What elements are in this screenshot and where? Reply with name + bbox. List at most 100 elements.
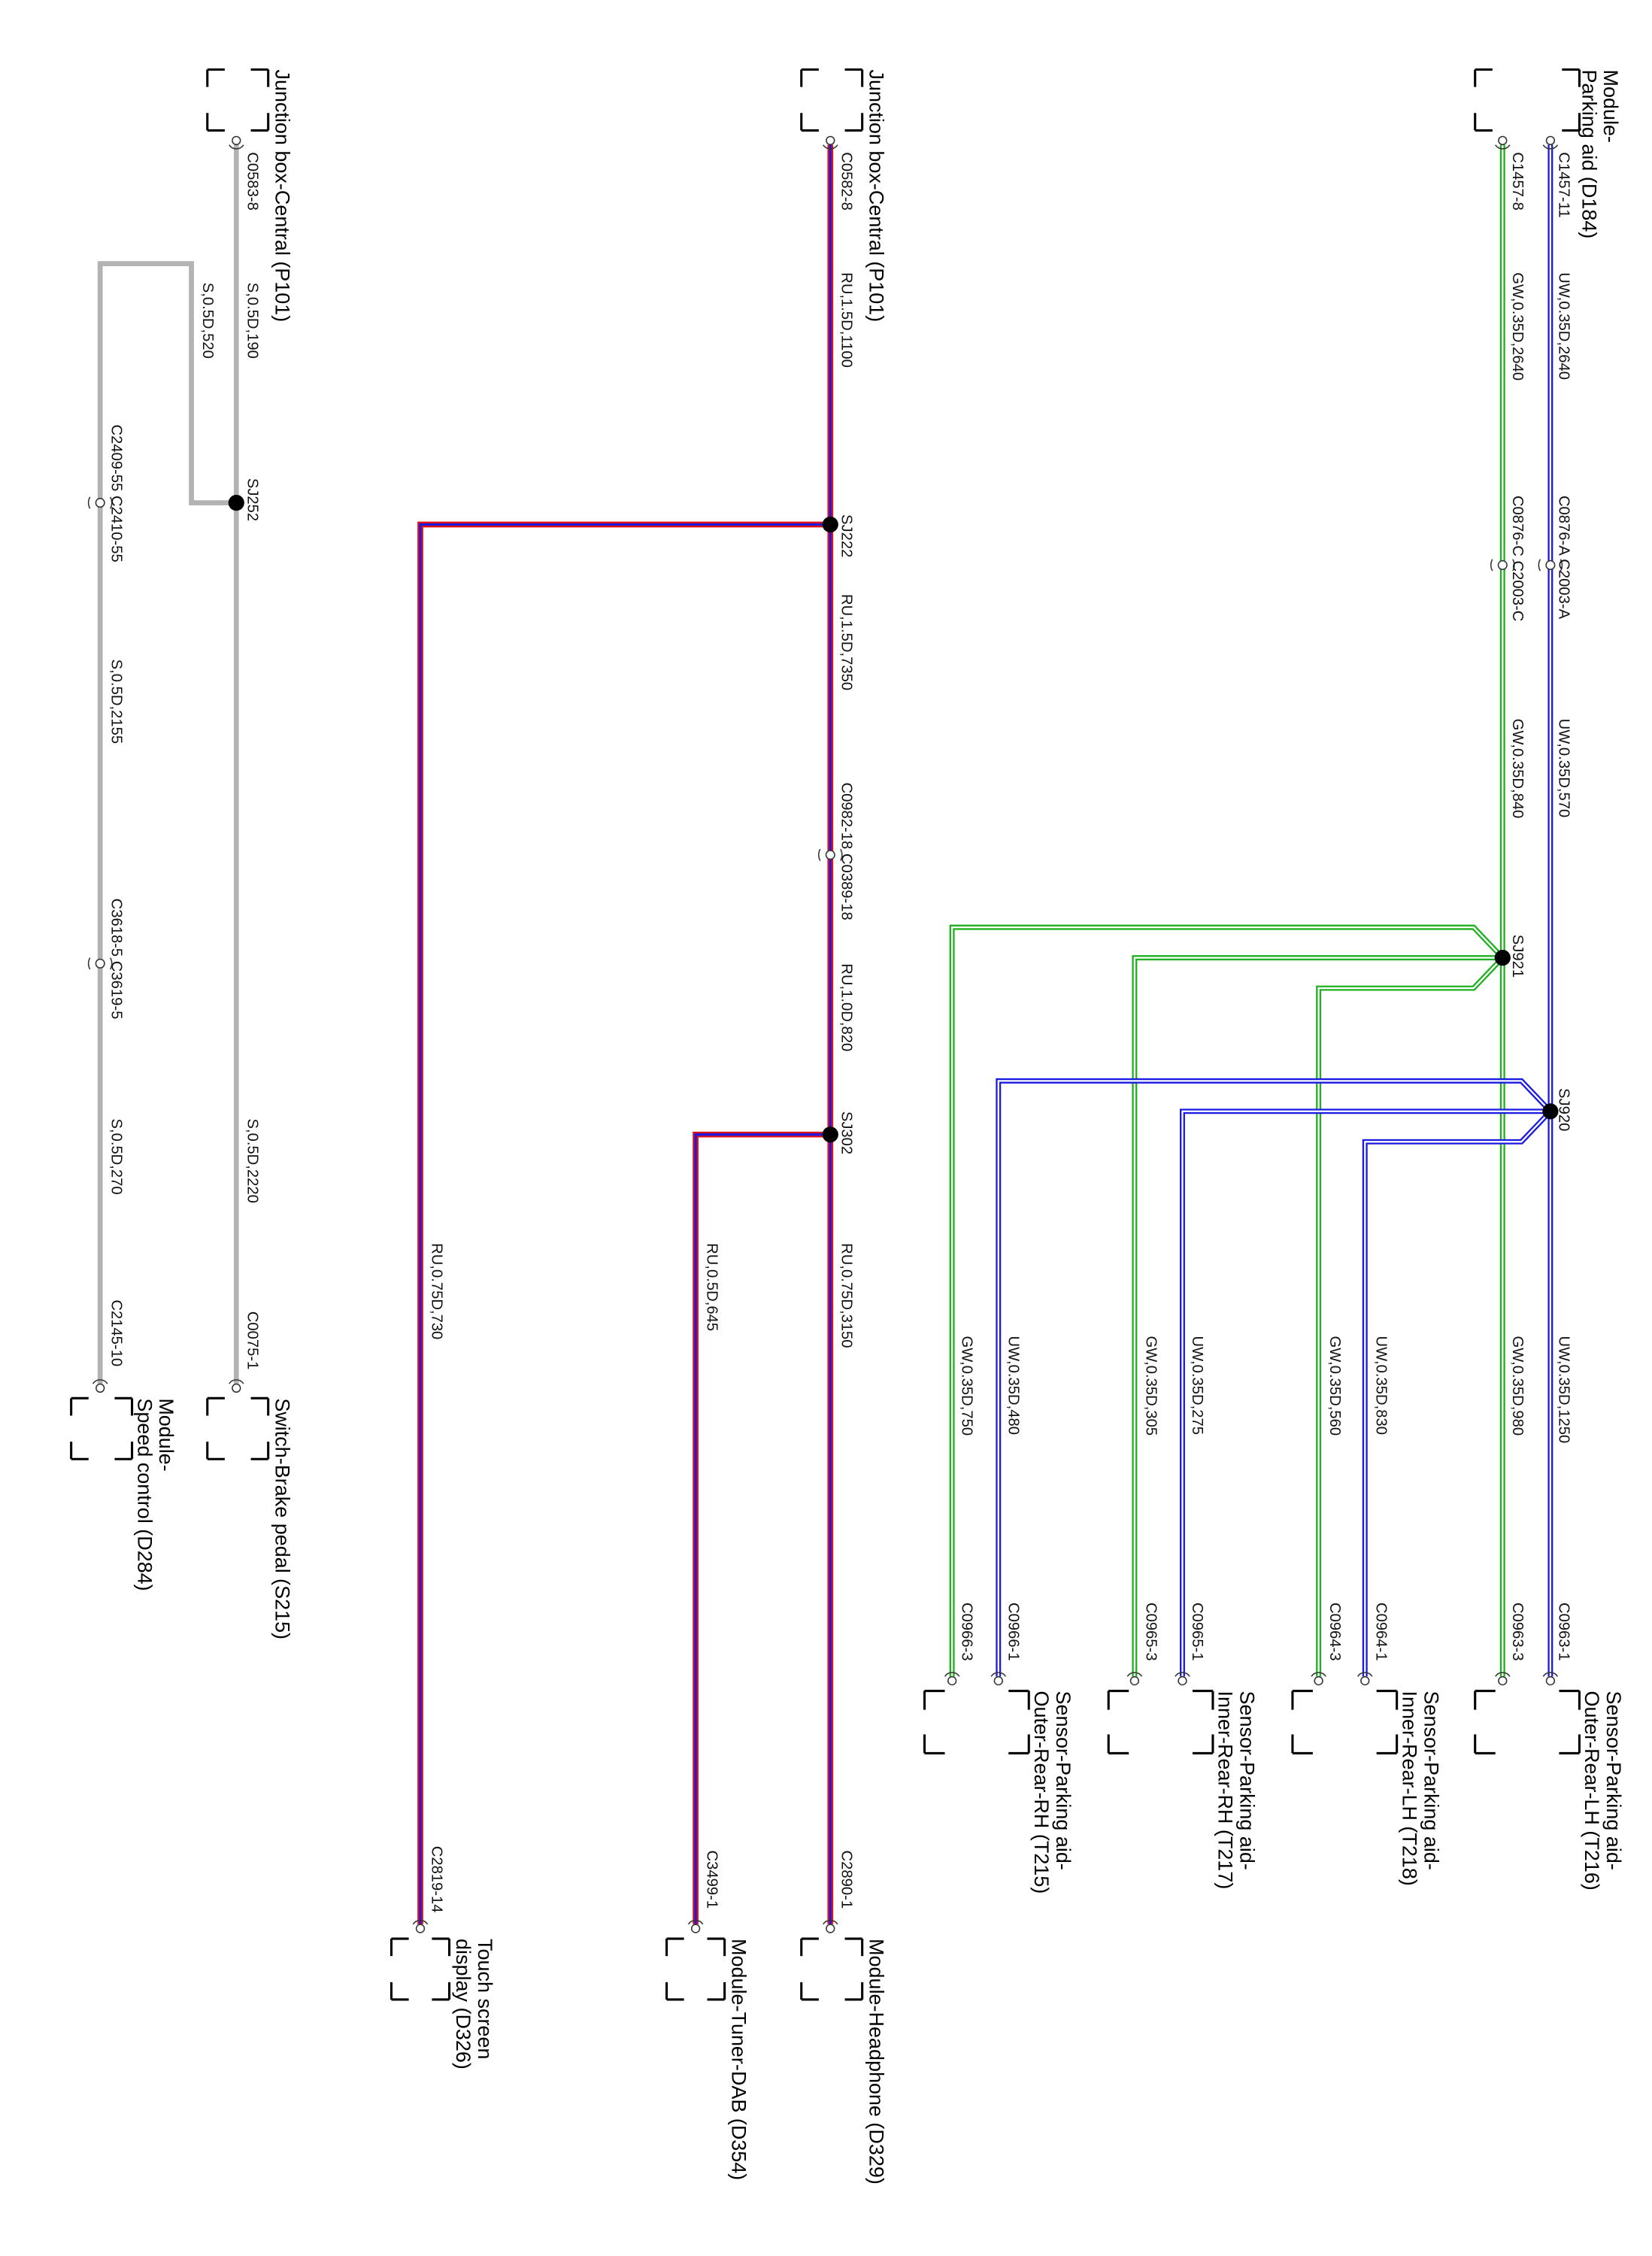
speed-control-label-2: Speed control (D284) <box>133 1398 156 1590</box>
wire-label: GW,0.35D,2640 <box>1509 272 1526 381</box>
splice-label: SJ222 <box>838 514 855 557</box>
touch-screen-label-1: Touch screen <box>474 1939 496 2059</box>
wire-label: RU,1.5D,7350 <box>838 594 855 690</box>
sensor-label-2: Inner-Rear-LH (T218) <box>1398 1691 1420 1886</box>
component-module-parking-aid[interactable]: Module- Parking aid (D184) <box>1474 68 1622 238</box>
wire-label: S,0.5D,520 <box>199 283 216 359</box>
brake-signal-circuit: Junction box-Central (P101) C0583-8 S,0.… <box>70 68 294 1639</box>
inline-connector-label: C0876-A C2003-A <box>1555 496 1572 620</box>
sensor-label-1: Sensor-Parking aid- <box>1602 1691 1625 1870</box>
audio-power-circuit: Junction box-Central (P101) C0582-8 RU,1… <box>390 68 888 2185</box>
component-module-speed-control[interactable]: Module- Speed control (D284) <box>70 1379 178 1591</box>
inline-connector-icon[interactable] <box>87 496 113 970</box>
inline-connector-icon[interactable] <box>1490 559 1563 572</box>
wire-label: RU,0.75D,730 <box>428 1243 444 1339</box>
wire-green-branch-t215[interactable] <box>949 924 1505 1677</box>
wire-blue-branch-t218[interactable] <box>1362 1109 1553 1677</box>
wire-label: RU,0.75D,3150 <box>838 1243 855 1348</box>
wire-label: UW,0.35D,830 <box>1373 1336 1390 1434</box>
wire-label: S,0.5D,2155 <box>108 660 125 744</box>
wire-label: S,0.5D,2220 <box>244 1118 261 1202</box>
pin-label: C0966-1 <box>1005 1603 1021 1661</box>
sensor-label-1: Sensor-Parking aid- <box>1420 1691 1442 1870</box>
pin-label: C0965-1 <box>1189 1603 1205 1661</box>
sensor-outer-rear-rh[interactable]: UW,0.35D,480 GW,0.35D,750 C0966-1 C0966-… <box>923 1336 1075 1894</box>
splice-sj252[interactable] <box>228 494 244 511</box>
pin-label: C2145-10 <box>108 1299 125 1366</box>
sensor-inner-rear-lh[interactable]: UW,0.35D,830 GW,0.35D,560 C0964-1 C0964-… <box>1291 1336 1442 1886</box>
sensor-label-1: Sensor-Parking aid- <box>1052 1691 1075 1870</box>
sensor-label-1: Sensor-Parking aid- <box>1236 1691 1259 1870</box>
component-touch-screen-display[interactable]: Touch screen display (D326) <box>390 1919 496 2070</box>
wire-label: UW,0.35D,570 <box>1555 719 1572 817</box>
parking-aid-circuit: Module- Parking aid (D184) C1457-11 C145… <box>923 68 1625 1894</box>
component-module-tuner-dab[interactable]: Module-Tuner-DAB (D354) <box>665 1919 750 2181</box>
sensor-inner-rear-rh[interactable]: UW,0.35D,275 GW,0.35D,305 C0965-1 C0965-… <box>1107 1336 1259 1889</box>
pin-connector-icon <box>823 135 838 150</box>
splice-label: SJ302 <box>838 1111 855 1154</box>
junction-box-label: Junction box-Central (P101) <box>271 69 293 322</box>
component-module-headphone[interactable]: Module-Headphone (D329) <box>800 1919 888 2185</box>
pin-label: C0583-8 <box>244 152 261 211</box>
splice-label: SJ920 <box>1555 1088 1572 1131</box>
wire-label: GW,0.35D,840 <box>1509 719 1526 819</box>
wire-label: GW,0.35D,980 <box>1509 1336 1526 1436</box>
wire-label: UW,0.35D,2640 <box>1555 272 1572 380</box>
splice-sj222[interactable] <box>822 516 838 533</box>
splice-label: SJ921 <box>1509 935 1526 978</box>
junction-box-label: Junction box-Central (P101) <box>865 69 887 322</box>
inline-connector-label: C3618-5 C3619-5 <box>108 899 125 1020</box>
inline-connector-icon[interactable] <box>818 848 843 861</box>
wire-label: RU,0.5D,645 <box>704 1243 720 1331</box>
pin-label: C0964-3 <box>1326 1603 1343 1661</box>
wire-label: GW,0.35D,560 <box>1326 1336 1343 1436</box>
pin-label: C0963-3 <box>1509 1603 1526 1661</box>
wire-label: S,0.5D,270 <box>108 1118 125 1194</box>
pin-label: C2890-1 <box>838 1851 855 1909</box>
wire-label: UW,0.35D,480 <box>1005 1336 1021 1434</box>
wire-blue-branch-t217[interactable] <box>1180 1108 1550 1677</box>
pin-label: C0963-1 <box>1555 1603 1572 1661</box>
splice-label: SJ252 <box>244 478 261 521</box>
wire-blue-branch-t215[interactable] <box>996 1078 1553 1677</box>
tuner-label: Module-Tuner-DAB (D354) <box>727 1939 750 2180</box>
headphone-label: Module-Headphone (D329) <box>865 1939 887 2185</box>
wire-red-branch-tuner[interactable] <box>693 1131 831 1924</box>
sensor-outer-rear-lh[interactable]: UW,0.35D,1250 GW,0.35D,980 C0963-1 C0963… <box>1474 1336 1625 1891</box>
component-junction-box-central-brake[interactable]: Junction box-Central (P101) <box>206 68 294 322</box>
splice-sj920[interactable] <box>1542 1103 1559 1120</box>
pin-label: C1457-8 <box>1509 152 1526 211</box>
wire-red-branch-touch[interactable] <box>417 521 831 1924</box>
pin-label: C1457-11 <box>1555 152 1572 217</box>
wire-green-branch-t217[interactable] <box>1132 955 1503 1677</box>
wire-label: RU,1.0D,820 <box>838 963 855 1051</box>
wire-label: GW,0.35D,750 <box>959 1336 975 1436</box>
wire-label: UW,0.35D,275 <box>1189 1336 1205 1434</box>
pin-label: C0966-3 <box>959 1603 975 1661</box>
touch-screen-label-2: display (D326) <box>452 1939 474 2070</box>
wire-label: S,0.5D,190 <box>244 283 261 359</box>
pin-connector-icon <box>1495 135 1559 150</box>
splice-sj921[interactable] <box>1494 950 1511 966</box>
sensor-label-2: Outer-Rear-LH (T216) <box>1581 1691 1603 1891</box>
pin-label: C0075-1 <box>244 1311 261 1370</box>
wire-gray-branch[interactable] <box>97 261 237 1384</box>
sensor-label-2: Outer-Rear-RH (T215) <box>1030 1691 1053 1894</box>
wire-label: UW,0.35D,1250 <box>1555 1336 1572 1443</box>
inline-connector-label: C2409-55 C2410-55 <box>108 425 125 562</box>
module-parking-aid-label-2: Parking aid (D184) <box>1578 69 1600 238</box>
inline-connector-label: C0982-18 C0389-18 <box>838 782 855 920</box>
pin-label: C2819-14 <box>428 1846 444 1913</box>
wire-green-branch-t218[interactable] <box>1316 956 1505 1677</box>
component-junction-box-central-audio[interactable]: Junction box-Central (P101) <box>800 68 888 322</box>
splice-sj302[interactable] <box>822 1126 838 1143</box>
pin-label: C3499-1 <box>704 1851 720 1909</box>
component-switch-brake-pedal[interactable]: Switch-Brake pedal (S215) <box>206 1379 294 1639</box>
pin-label: C0965-3 <box>1142 1603 1159 1661</box>
speed-control-label-1: Module- <box>155 1398 177 1471</box>
pin-label: C0582-8 <box>838 152 855 211</box>
inline-connector-label: C0876-C C2003-C <box>1509 496 1526 621</box>
wire-label: RU,1.5D,1100 <box>838 272 855 368</box>
